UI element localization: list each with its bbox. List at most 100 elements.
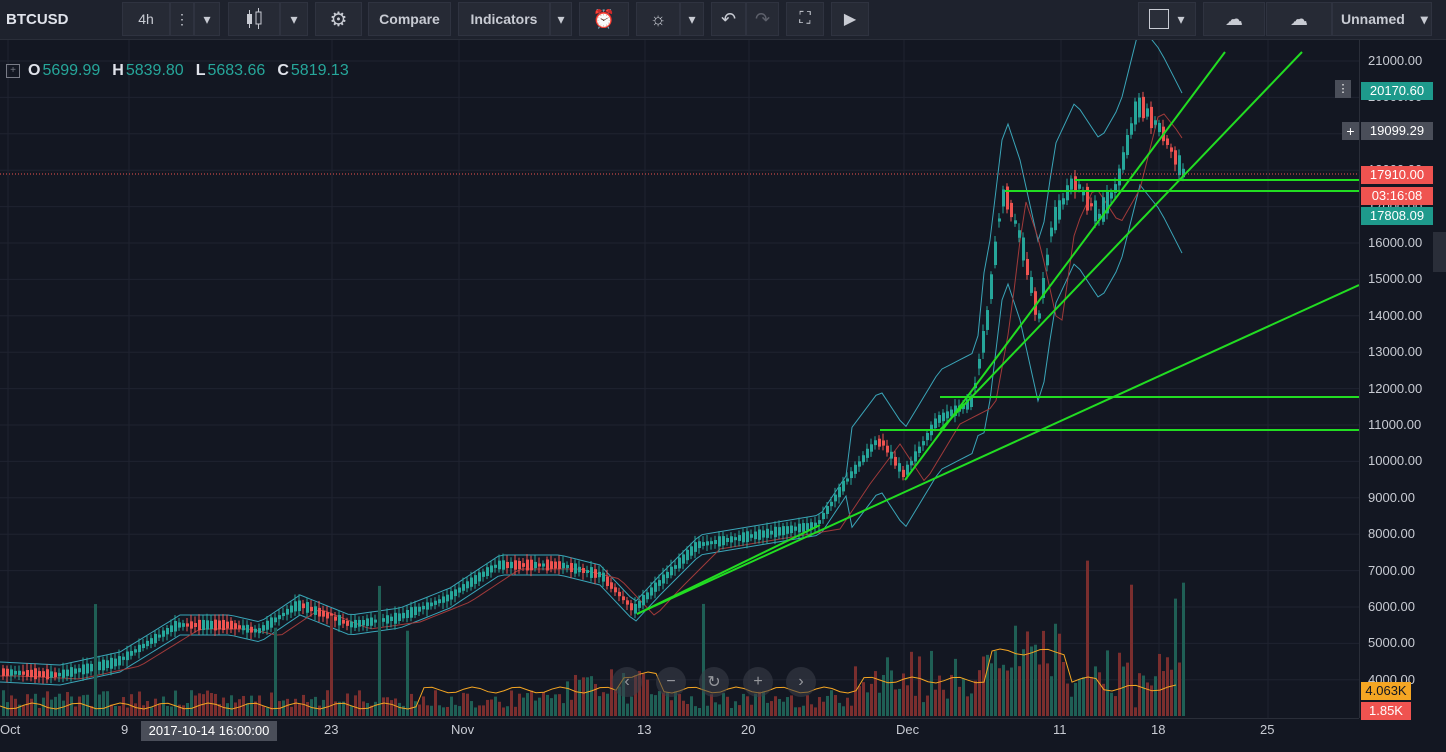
candle-body (234, 623, 237, 629)
cloud-upload-icon[interactable]: ☁ (1266, 2, 1332, 36)
redo-icon[interactable]: ↷ (746, 2, 779, 36)
candle-body (994, 241, 997, 266)
volume-bar (602, 692, 605, 716)
candle-body (870, 444, 873, 452)
volume-bar (214, 693, 217, 716)
candle-body (238, 625, 241, 629)
candle-body (34, 668, 37, 680)
candle-body (326, 612, 329, 619)
candle-body (998, 218, 1001, 222)
candle-body (562, 562, 565, 569)
chevron-down-icon[interactable]: ▾ (280, 2, 308, 36)
volume-bar (338, 701, 341, 716)
volume-bar (534, 700, 537, 716)
zoom-in-icon[interactable]: + (743, 667, 773, 697)
candle-body (158, 634, 161, 638)
volume-bar (1006, 670, 1009, 716)
candle-body (886, 445, 889, 453)
sidebar-toggle[interactable] (1433, 232, 1446, 272)
expand-legend-icon[interactable]: + (6, 64, 20, 78)
volume-bar (378, 585, 381, 716)
candle-body (26, 670, 29, 677)
price-tick-label: 11000.00 (1368, 417, 1422, 432)
price-axis[interactable] (1359, 40, 1446, 718)
object-tree-icon[interactable]: ⋮ (1335, 80, 1351, 98)
gear-icon[interactable]: ⚙ (315, 2, 362, 36)
candle-body (722, 536, 725, 546)
candle-body (406, 609, 409, 619)
alert-clock-icon[interactable]: ⏰ (579, 2, 629, 36)
candle-body (14, 670, 17, 675)
candle-body (1062, 198, 1065, 205)
chevron-down-icon[interactable]: ▾ (194, 2, 220, 36)
scroll-left-icon[interactable]: ‹ (612, 667, 642, 697)
volume-bar (58, 693, 61, 716)
volume-bar (230, 695, 233, 716)
volume-bar (466, 693, 469, 716)
candle-body (162, 630, 165, 637)
volume-bar (170, 706, 173, 716)
chevron-down-icon[interactable]: ▾ (550, 2, 572, 36)
candle-body (750, 534, 753, 538)
price-chart[interactable] (0, 40, 1359, 718)
interval-button[interactable]: 4h (122, 2, 170, 36)
chevron-down-icon[interactable]: ▾ (680, 2, 704, 36)
open-label: O (28, 62, 41, 79)
candle-body (1054, 206, 1057, 231)
candle-body (106, 660, 109, 669)
cloud-download-icon[interactable]: ☁ (1203, 2, 1265, 36)
candle-body (634, 603, 637, 614)
compare-label: Compare (379, 11, 440, 27)
candle-body (658, 580, 661, 586)
lightbulb-icon[interactable]: ☼ (636, 2, 680, 36)
volume-bar (1102, 683, 1105, 716)
volume-bar (318, 705, 321, 716)
volume-bar (770, 701, 773, 716)
volume-bar (914, 695, 917, 716)
volume-bar (686, 703, 689, 716)
price-tick-label: 9000.00 (1368, 489, 1415, 505)
candle-body (898, 463, 901, 472)
fullscreen-icon[interactable]: ⛶ (786, 2, 824, 36)
layout-name-button[interactable]: Unnamed ▾ (1332, 2, 1432, 36)
candle-body (758, 529, 761, 540)
volume-bar (1090, 676, 1093, 716)
candle-body (650, 587, 653, 596)
play-icon[interactable]: ▶ (831, 2, 869, 36)
compare-button[interactable]: Compare (368, 2, 451, 36)
reset-icon[interactable]: ↻ (699, 667, 729, 697)
volume-bar (474, 707, 477, 716)
volume-bar (586, 677, 589, 716)
candle-body (310, 606, 313, 612)
more-intervals-icon[interactable]: ⋮ (170, 2, 194, 36)
candle-body (1074, 176, 1077, 193)
volume-bar (1022, 649, 1025, 716)
volume-bar (530, 690, 533, 716)
symbol-search[interactable]: BTCUSD (0, 2, 124, 36)
scroll-right-icon[interactable]: › (786, 667, 816, 697)
candle-body (138, 644, 141, 653)
chart-style-button[interactable] (228, 2, 280, 36)
candle-body (2, 668, 5, 676)
price-tick-label: 14000.00 (1368, 307, 1423, 323)
add-icon[interactable]: + (1342, 122, 1359, 140)
candle-body (926, 433, 929, 441)
candle-body (66, 669, 69, 677)
candle-body (126, 651, 129, 661)
undo-icon[interactable]: ↶ (711, 2, 746, 36)
candle-body (854, 464, 857, 474)
layout-button[interactable]: ▾ (1138, 2, 1196, 36)
candle-body (654, 582, 657, 592)
candle-body (78, 668, 81, 673)
volume-bar (734, 701, 737, 716)
candle-body (1022, 237, 1025, 261)
candle-body (538, 563, 541, 567)
zoom-out-icon[interactable]: − (656, 667, 686, 697)
volume-bar (74, 706, 77, 716)
candle-body (1026, 258, 1029, 276)
volume-bar (946, 698, 949, 716)
candle-body (526, 559, 529, 571)
candle-body (1058, 200, 1061, 220)
volume-bar (570, 699, 573, 716)
indicators-button[interactable]: Indicators (458, 2, 550, 36)
